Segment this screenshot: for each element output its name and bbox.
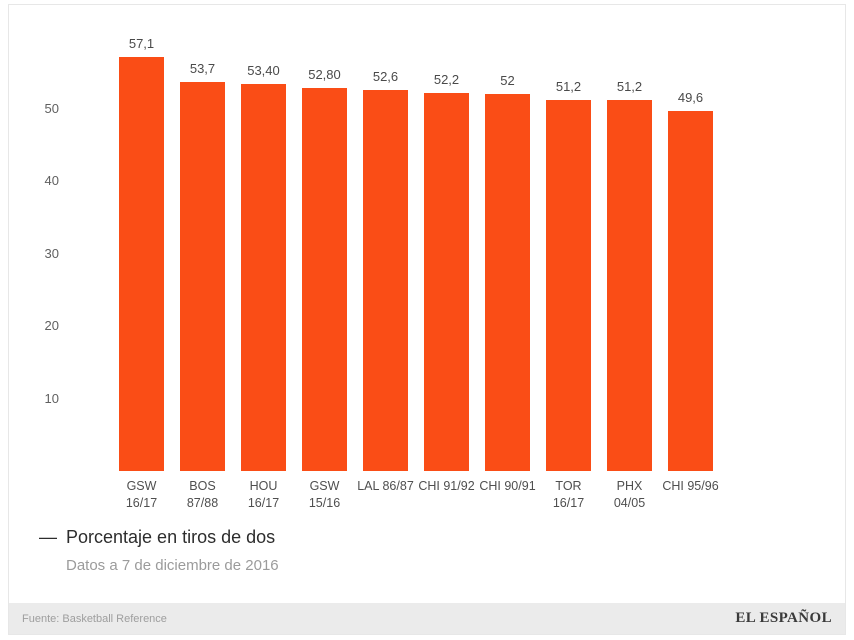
bar-value-label: 53,40 (247, 63, 280, 78)
bar (119, 57, 164, 471)
bar-value-label: 52,2 (433, 72, 460, 87)
bar-value-label: 52 (500, 73, 515, 88)
y-axis-tick-label: 30 (44, 245, 59, 261)
bar-value-label: 52,6 (372, 69, 399, 84)
y-axis-tick-label: 20 (44, 318, 59, 333)
bar-value-label: 49,6 (677, 90, 704, 105)
legend-row: — Porcentaje en tiros de dos (39, 527, 279, 548)
el-espanol-logo: EL ESPAÑOL (735, 610, 832, 626)
footer-bar: Fuente: Basketball Reference EL ESPAÑOL (9, 603, 845, 634)
x-axis-category-label: PHX 04/05 (613, 479, 646, 510)
x-axis-category-label: TOR 16/17 (552, 479, 585, 510)
x-axis-category-label: CHI 95/96 (662, 479, 719, 493)
bar (302, 88, 347, 471)
bar (607, 100, 652, 471)
x-axis-category-label: HOU 16/17 (247, 479, 280, 510)
bar-value-label: 52,80 (308, 67, 341, 82)
bar-value-label: 51,2 (555, 79, 582, 94)
bar-value-label: 53,7 (189, 61, 216, 76)
bar-value-label: 51,2 (616, 79, 643, 94)
chart-card: 10 20 30 40 50 57,1 GSW 16/17 53,7 BOS 87/88 53,40 H… (8, 4, 846, 635)
bar-chart-plot: 10 20 30 40 50 57,1 GSW 16/17 53,7 BOS 87/88 53,40 H… (9, 5, 845, 525)
bar (485, 94, 530, 471)
x-axis-category-label: BOS 87/88 (186, 479, 219, 510)
x-axis-category-label: LAL 86/87 (357, 479, 414, 493)
y-axis-tick-label: 50 (44, 100, 59, 116)
bar (180, 82, 225, 471)
y-axis-tick-label: 10 (44, 390, 59, 406)
bar (363, 90, 408, 471)
legend-series-label: Porcentaje en tiros de dos (66, 527, 276, 547)
source-credit: Fuente: Basketball Reference (22, 612, 167, 625)
chart-legend: — Porcentaje en tiros de dos Datos a 7 de… (39, 527, 279, 574)
bar (546, 100, 591, 471)
y-axis-tick-label: 40 (44, 173, 59, 188)
bar-value-label: 57,1 (128, 36, 155, 51)
bar (241, 84, 286, 471)
x-axis-category-label: GSW 16/17 (125, 479, 158, 510)
x-axis-category-label: GSW 15/16 (308, 479, 341, 510)
bar (424, 93, 469, 471)
legend-series-dash-icon: — (39, 527, 57, 547)
x-axis-category-label: CHI 90/91 (479, 479, 536, 493)
chart-subtitle: Datos a 7 de diciembre de 2016 (66, 557, 279, 574)
x-axis-category-label: CHI 91/92 (418, 479, 475, 493)
bar (668, 111, 713, 471)
